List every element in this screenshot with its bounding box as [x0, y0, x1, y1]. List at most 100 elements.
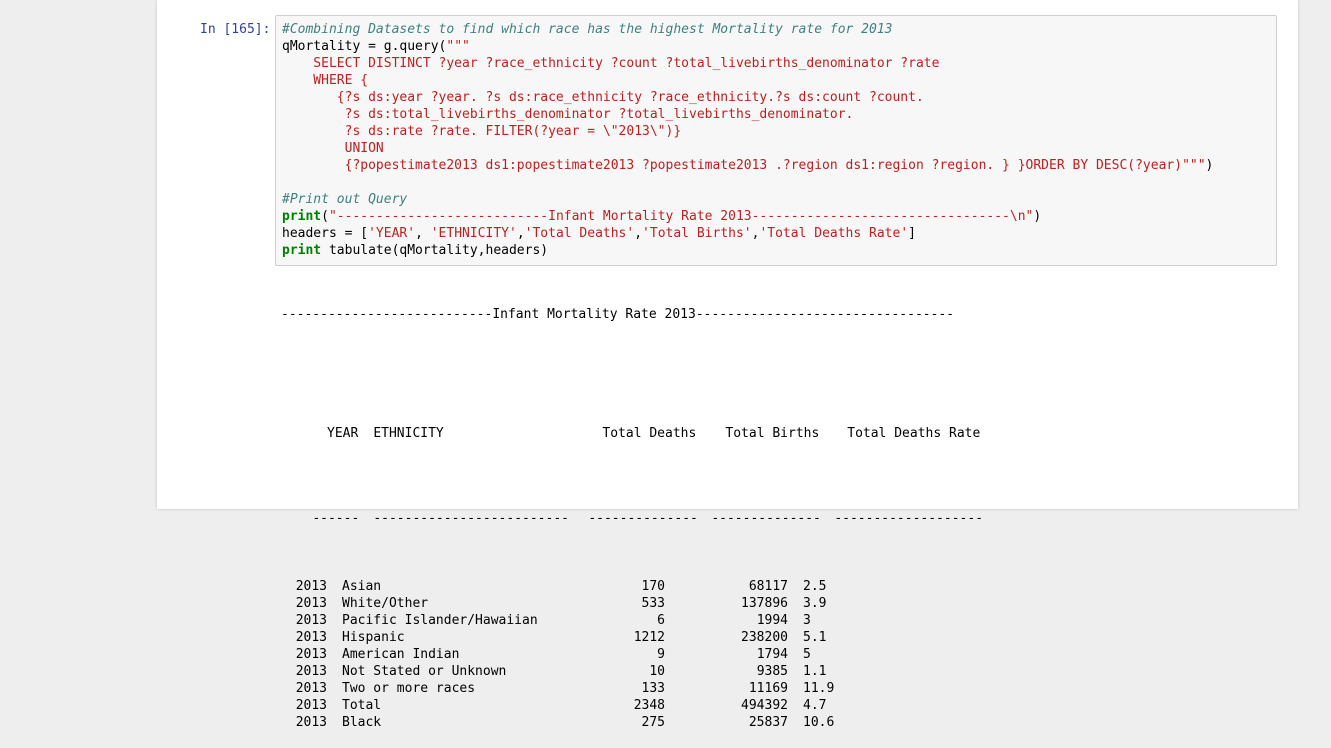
header-ethnicity: ETHNICITY: [373, 426, 444, 441]
cell-total-deaths-rate: 3: [803, 613, 811, 628]
cell-total-births: 25837: [748, 715, 788, 730]
code-token: {?s ds:year ?year. ?s ds:race_ethnicity …: [282, 90, 924, 105]
cell-year: 2013: [295, 630, 327, 645]
code-token: 'Total Deaths Rate': [759, 226, 909, 241]
cell-year: 2013: [295, 698, 327, 713]
code-line: print("---------------------------Infant…: [282, 208, 1213, 225]
cell-year: 2013: [295, 664, 327, 679]
table-row: 2013 Hispanic 1212 238200 5.1: [281, 629, 980, 646]
code-token: (: [321, 209, 329, 224]
cell-year: 2013: [295, 613, 327, 628]
cell-ethnicity: Pacific Islander/Hawaiian: [342, 613, 538, 628]
code-token: 'Total Births': [642, 226, 752, 241]
cell-ethnicity: Total: [342, 698, 382, 713]
table-row: 2013 American Indian 9 1794 5: [281, 646, 980, 663]
cell-total-deaths-rate: 2.5: [803, 579, 827, 594]
cell-total-births: 9385: [756, 664, 788, 679]
output-title-line: ---------------------------Infant Mortal…: [281, 307, 955, 322]
code-token: ,: [634, 226, 643, 241]
cell-total-deaths-rate: 10.6: [803, 715, 835, 730]
cell-total-births: 68117: [748, 579, 788, 594]
table-header-row: YEAR ETHNICITY Total Deaths Total Births Tot…: [281, 408, 980, 459]
cell-year: 2013: [295, 579, 327, 594]
code-line: #Print out Query: [282, 191, 1213, 208]
code-token: WHERE {: [282, 73, 369, 88]
cell-total-deaths-rate: 5.1: [803, 630, 827, 645]
code-token: tabulate(qMortality,headers): [321, 243, 549, 258]
code-token: ): [1205, 158, 1214, 173]
code-line: WHERE {: [282, 72, 1213, 89]
code-token: #Combining Datasets to find which race h…: [282, 22, 893, 37]
code-token: ?s ds:total_livebirths_denominator ?tota…: [282, 107, 854, 122]
code-line: #Combining Datasets to find which race h…: [282, 21, 1213, 38]
cell-ethnicity: Two or more races: [342, 681, 476, 696]
header-total-deaths-rate: Total Deaths Rate: [847, 426, 981, 441]
output-blank-line: [281, 357, 980, 374]
cell-total-deaths: 9: [657, 647, 665, 662]
cell-total-births: 11169: [748, 681, 788, 696]
cell-ethnicity: Hispanic: [342, 630, 405, 645]
header-total-deaths: Total Deaths: [602, 426, 697, 441]
cell-total-births: 494392: [741, 698, 788, 713]
separator-year: ------: [312, 511, 360, 526]
table-row: 2013 White/Other 533 137896 3.9: [281, 595, 980, 612]
cell-total-deaths: 2348: [633, 698, 665, 713]
cell-total-deaths: 1212: [633, 630, 665, 645]
code-cell-input[interactable]: #Combining Datasets to find which race h…: [275, 15, 1277, 266]
table-row: 2013 Two or more races 133 11169 11.9: [281, 680, 980, 697]
cell-total-deaths-rate: 3.9: [803, 596, 827, 611]
code-token: """: [446, 39, 470, 54]
code-line: ?s ds:total_livebirths_denominator ?tota…: [282, 106, 1213, 123]
cell-total-deaths: 170: [641, 579, 665, 594]
code-token: 'Total Deaths': [524, 226, 635, 241]
table-row: 2013 Total 2348 494392 4.7: [281, 697, 980, 714]
code-token: 'YEAR': [368, 226, 416, 241]
code-token: UNION: [282, 141, 384, 156]
cell-total-births: 1794: [756, 647, 788, 662]
table-body: 2013 Asian 170 68117 2.5 2013 White/Other 533 13…: [281, 578, 980, 731]
cell-ethnicity: White/Other: [342, 596, 429, 611]
code-line: print tabulate(qMortality,headers): [282, 242, 1213, 259]
code-line: SELECT DISTINCT ?year ?race_ethnicity ?c…: [282, 55, 1213, 72]
cell-total-births: 238200: [741, 630, 788, 645]
cell-output: ---------------------------Infant Mortal…: [281, 272, 983, 748]
cell-ethnicity: Black: [342, 715, 382, 730]
code-token: ): [1033, 209, 1042, 224]
cell-ethnicity: American Indian: [342, 647, 460, 662]
cell-year: 2013: [295, 596, 327, 611]
cell-total-deaths: 275: [641, 715, 665, 730]
separator-ethnicity: -------------------------: [373, 511, 569, 526]
header-total-births: Total Births: [725, 426, 820, 441]
cell-total-deaths: 6: [657, 613, 665, 628]
cell-year: 2013: [295, 647, 327, 662]
code-token: headers = [: [282, 226, 369, 241]
code-token: ?s ds:rate ?rate. FILTER(?year = \"2013\…: [282, 124, 682, 139]
code-token: "---------------------------Infant Morta…: [328, 209, 1034, 224]
cell-ethnicity: Asian: [342, 579, 382, 594]
cell-total-deaths: 133: [641, 681, 665, 696]
cell-total-births: 1994: [756, 613, 788, 628]
code-editor[interactable]: #Combining Datasets to find which race h…: [282, 21, 1213, 259]
code-line: {?popestimate2013 ds1:popestimate2013 ?p…: [282, 157, 1214, 174]
code-token: ,: [751, 226, 760, 241]
table-separator-row: ------ ------------------------- ---------…: [281, 493, 983, 544]
cell-year: 2013: [295, 715, 327, 730]
code-token: print: [282, 209, 322, 224]
code-line: qMortality = g.query(""": [282, 38, 1213, 55]
separator-total-births: --------------: [711, 511, 821, 526]
code-token: 'ETHNICITY': [430, 226, 517, 241]
code-line: ?s ds:rate ?rate. FILTER(?year = \"2013\…: [282, 123, 1213, 140]
table-row: 2013 Asian 170 68117 2.5: [281, 578, 980, 595]
cell-total-deaths-rate: 4.7: [803, 698, 827, 713]
code-token: print: [282, 243, 322, 258]
code-line: [282, 174, 1213, 191]
cell-total-deaths-rate: 11.9: [803, 681, 835, 696]
code-line: {?s ds:year ?year. ?s ds:race_ethnicity …: [282, 89, 1213, 106]
cell-total-deaths: 10: [649, 664, 665, 679]
cell-total-births: 137896: [741, 596, 788, 611]
table-row: 2013 Black 275 25837 10.6: [281, 714, 980, 731]
cell-total-deaths-rate: 5: [803, 647, 811, 662]
code-line: UNION: [282, 140, 1213, 157]
cell-prompt: In [165]:: [200, 22, 271, 37]
code-line: headers = ['YEAR', 'ETHNICITY','Total De…: [282, 225, 1213, 242]
